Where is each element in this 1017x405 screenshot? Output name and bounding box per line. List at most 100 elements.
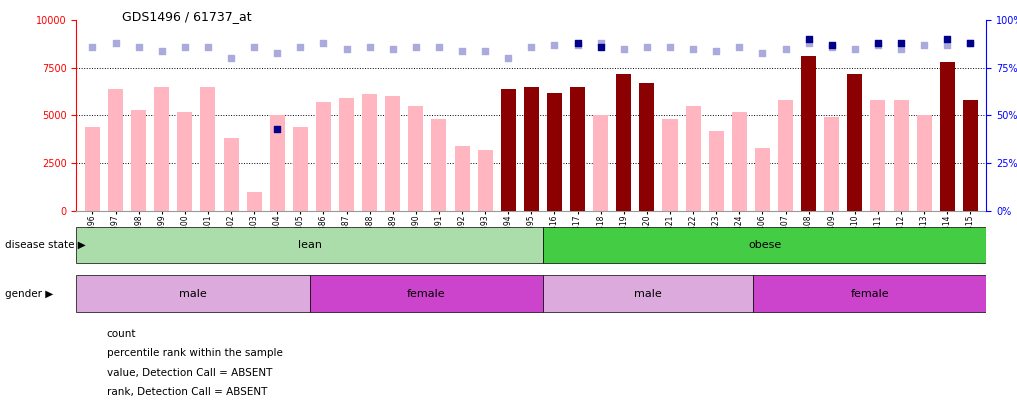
- Bar: [524, 87, 539, 211]
- Text: obese: obese: [749, 240, 781, 250]
- Point: [916, 42, 933, 48]
- Bar: [76, 227, 543, 263]
- Point: [431, 44, 447, 50]
- Bar: [385, 96, 401, 211]
- Bar: [640, 83, 654, 211]
- Bar: [847, 74, 862, 211]
- Point: [708, 47, 724, 54]
- Bar: [270, 115, 285, 211]
- Bar: [500, 89, 516, 211]
- Bar: [755, 148, 770, 211]
- Point: [454, 47, 470, 54]
- Point: [685, 46, 702, 52]
- Point: [962, 40, 978, 46]
- Text: female: female: [407, 289, 445, 298]
- Bar: [871, 100, 886, 211]
- Bar: [963, 100, 977, 211]
- Point: [893, 40, 909, 46]
- Bar: [778, 100, 793, 211]
- Bar: [894, 100, 908, 211]
- Point: [847, 46, 863, 52]
- Bar: [431, 119, 446, 211]
- Bar: [524, 89, 539, 211]
- Point: [339, 46, 355, 52]
- Point: [662, 44, 678, 50]
- Bar: [155, 87, 169, 211]
- Bar: [316, 102, 331, 211]
- Bar: [247, 192, 261, 211]
- Point: [593, 40, 609, 46]
- Point: [500, 55, 517, 62]
- Point: [108, 40, 124, 46]
- Point: [570, 40, 586, 46]
- Bar: [547, 93, 562, 211]
- Point: [199, 44, 216, 50]
- Bar: [732, 112, 746, 211]
- Point: [223, 55, 239, 62]
- Bar: [478, 150, 492, 211]
- Bar: [640, 108, 654, 211]
- Bar: [847, 77, 862, 211]
- Bar: [616, 74, 632, 211]
- Point: [270, 126, 286, 132]
- Point: [777, 46, 793, 52]
- Bar: [801, 56, 816, 211]
- Bar: [76, 275, 309, 312]
- Bar: [685, 106, 701, 211]
- Point: [639, 44, 655, 50]
- Bar: [108, 89, 123, 211]
- Bar: [547, 131, 562, 211]
- Bar: [571, 176, 585, 211]
- Bar: [500, 89, 516, 211]
- Point: [870, 40, 886, 46]
- Point: [800, 40, 817, 46]
- Text: count: count: [107, 329, 136, 339]
- Point: [546, 42, 562, 48]
- Bar: [455, 146, 470, 211]
- Bar: [543, 227, 986, 263]
- Point: [893, 46, 909, 52]
- Text: disease state ▶: disease state ▶: [5, 240, 85, 250]
- Point: [755, 49, 771, 56]
- Bar: [709, 131, 724, 211]
- Text: lean: lean: [298, 240, 321, 250]
- Text: male: male: [179, 289, 206, 298]
- Point: [177, 44, 193, 50]
- Point: [824, 44, 840, 50]
- Bar: [593, 115, 608, 211]
- Point: [962, 40, 978, 46]
- Point: [939, 42, 955, 48]
- Point: [593, 44, 609, 50]
- Point: [524, 44, 540, 50]
- Point: [292, 44, 308, 50]
- Bar: [309, 275, 543, 312]
- Point: [384, 46, 401, 52]
- Point: [246, 44, 262, 50]
- Bar: [131, 110, 146, 211]
- Bar: [963, 102, 977, 211]
- Point: [824, 42, 840, 48]
- Bar: [916, 115, 932, 211]
- Point: [315, 40, 332, 46]
- Point: [154, 47, 170, 54]
- Point: [130, 44, 146, 50]
- Bar: [662, 119, 677, 211]
- Bar: [543, 275, 754, 312]
- Point: [408, 44, 424, 50]
- Bar: [224, 138, 239, 211]
- Bar: [940, 119, 955, 211]
- Bar: [362, 94, 377, 211]
- Point: [477, 47, 493, 54]
- Text: female: female: [850, 289, 889, 298]
- Point: [615, 46, 632, 52]
- Point: [270, 49, 286, 56]
- Point: [939, 36, 955, 43]
- Text: rank, Detection Call = ABSENT: rank, Detection Call = ABSENT: [107, 387, 267, 397]
- Bar: [754, 275, 986, 312]
- Point: [731, 44, 747, 50]
- Bar: [824, 117, 839, 211]
- Point: [870, 42, 886, 48]
- Text: percentile rank within the sample: percentile rank within the sample: [107, 348, 283, 358]
- Point: [84, 44, 101, 50]
- Point: [361, 44, 377, 50]
